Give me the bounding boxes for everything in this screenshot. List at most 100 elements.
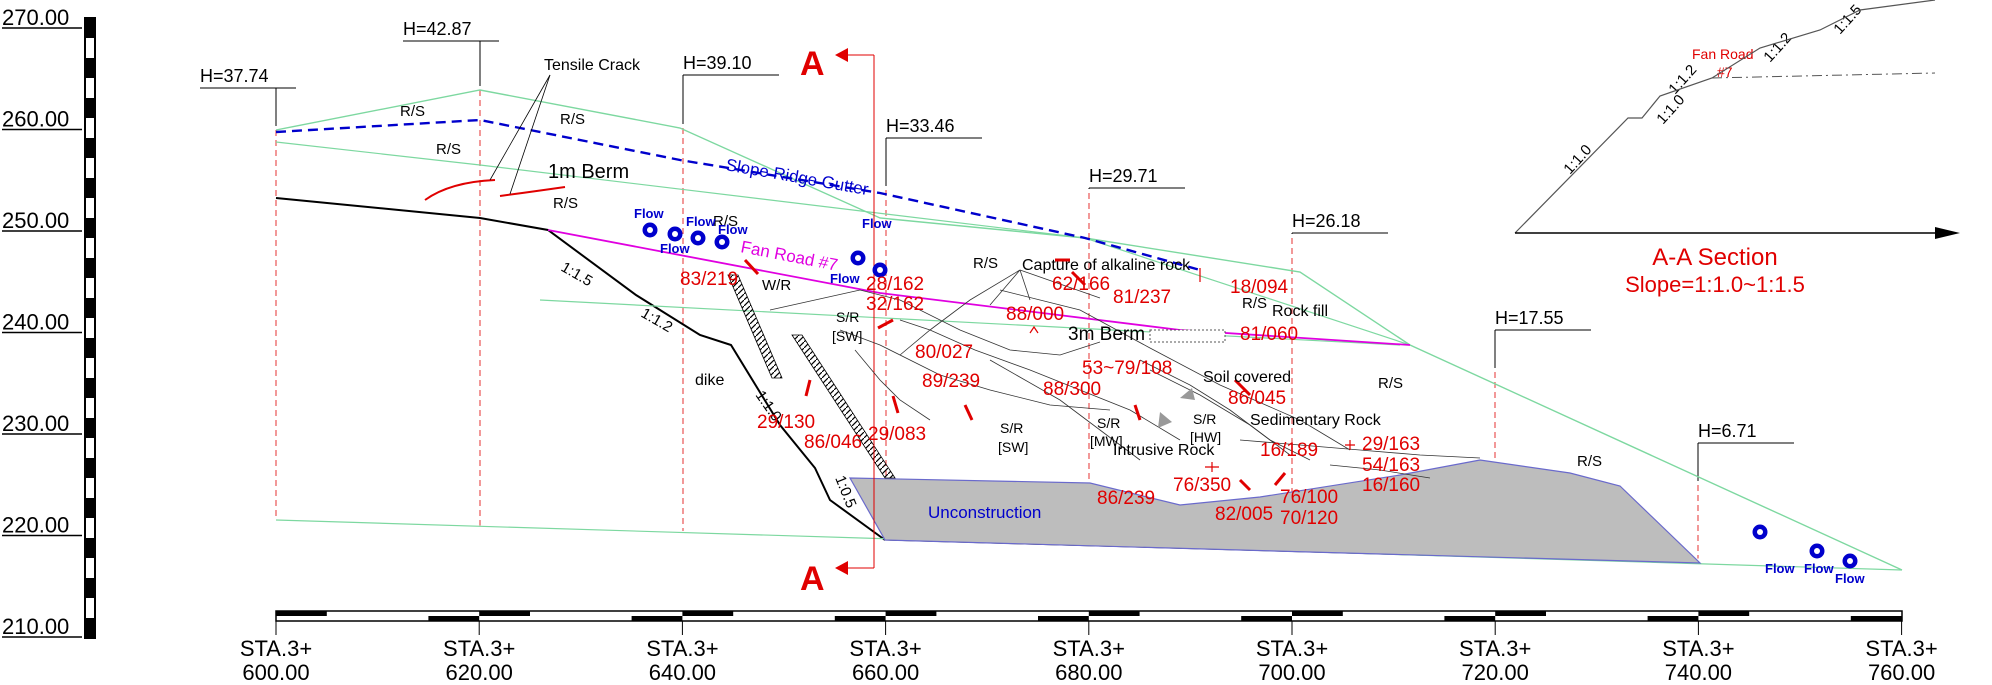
rs-label: R/S xyxy=(713,213,738,230)
rock-class-label: S/R xyxy=(1097,415,1120,431)
joint-label: 86/046 xyxy=(804,432,862,453)
flow-marker-core xyxy=(672,231,678,237)
flow-marker-core xyxy=(1847,558,1853,564)
wr-label: W/R xyxy=(762,277,791,294)
ruler-block xyxy=(1495,611,1546,616)
joint-label: 89/239 xyxy=(922,371,980,392)
ruler-block xyxy=(1698,611,1750,616)
flow-marker-core xyxy=(1814,548,1820,554)
station-label: STA.3+ xyxy=(1053,636,1125,661)
inset-ratio-label: 1:1.5 xyxy=(1830,1,1865,37)
green-mid-line xyxy=(539,299,1401,346)
joint-label: 81/237 xyxy=(1113,287,1171,308)
joint-label: 54/163 xyxy=(1362,455,1420,476)
joint-label: 86/239 xyxy=(1097,488,1155,509)
ruler-block xyxy=(479,611,530,616)
flow-label: Flow xyxy=(862,216,892,231)
rs-label: R/S xyxy=(1242,295,1267,312)
station-ruler: STA.3+ 600.00 STA.3+ 620.00 STA.3+ 640.00 STA.… xyxy=(240,610,1938,685)
joint-label: 70/120 xyxy=(1280,508,1338,529)
ruler-block xyxy=(85,338,95,358)
joint-label: 53~79/108 xyxy=(1082,358,1172,379)
ruler-block xyxy=(85,578,95,598)
station-label: 620.00 xyxy=(446,660,513,685)
soil-arrows xyxy=(1158,388,1195,428)
flow-marker-core xyxy=(647,227,653,233)
ruler-block xyxy=(85,218,95,238)
flow-label: Flow xyxy=(830,271,860,286)
joint-label: 76/100 xyxy=(1280,487,1338,508)
station-label: 720.00 xyxy=(1462,660,1529,685)
joint-label: 80/027 xyxy=(915,342,973,363)
ruler-block xyxy=(885,611,937,616)
berm-1m-label: 1m Berm xyxy=(548,161,629,183)
rs-label: R/S xyxy=(553,195,578,212)
ruler-block xyxy=(85,58,95,78)
elevation-label: 240.00 xyxy=(2,310,69,335)
elevation-ruler: 270.00 260.00 250.00 240.00 230.00 220.00 210.… xyxy=(2,5,96,639)
inset-fan-road-label: Fan Road xyxy=(1692,46,1753,62)
station-label: 660.00 xyxy=(852,660,919,685)
section-a-bottom: A xyxy=(800,560,825,598)
upper-green-line xyxy=(275,141,1411,346)
station-label: 640.00 xyxy=(649,660,716,685)
inset-section xyxy=(1514,0,1960,239)
fan-road-line xyxy=(547,229,1411,346)
station-label: STA.3+ xyxy=(1256,636,1328,661)
ruler-block xyxy=(1292,611,1343,616)
inset-ratio-label: 1:1.2 xyxy=(1760,29,1795,65)
flow-marker-core xyxy=(1757,529,1763,535)
station-label: 600.00 xyxy=(242,660,309,685)
rs-label: R/S xyxy=(973,255,998,272)
height-markers: H=37.74 H=42.87 H=39.10 H=33.46 H=29.71 H=26.… xyxy=(200,19,1794,559)
slope-ratio-label: 1:1.5 xyxy=(558,259,595,290)
height-label: H=17.55 xyxy=(1495,308,1564,328)
height-label: H=42.87 xyxy=(403,19,472,39)
joint-label: 62/166 xyxy=(1052,274,1110,295)
ground-lines xyxy=(275,89,1903,571)
elevation-label: 250.00 xyxy=(2,208,69,233)
joint-label: 76/350 xyxy=(1173,475,1231,496)
dike-label: dike xyxy=(695,372,724,389)
station-label: STA.3+ xyxy=(1865,636,1937,661)
ruler-block xyxy=(428,616,480,621)
ruler-block xyxy=(276,611,327,616)
section-a-top: A xyxy=(800,45,825,83)
rs-label: R/S xyxy=(400,103,425,120)
joint-label: 86/045 xyxy=(1228,388,1286,409)
soil-covered-label: Soil covered xyxy=(1203,369,1291,386)
sedimentary-rock-label: Sedimentary Rock xyxy=(1250,412,1382,429)
rock-fill-pattern xyxy=(1149,329,1226,343)
station-label: STA.3+ xyxy=(1662,636,1734,661)
rock-class-label: [SW] xyxy=(998,439,1028,455)
dike-bands xyxy=(727,274,896,479)
station-label: 680.00 xyxy=(1055,660,1122,685)
joint-label: 82/005 xyxy=(1215,504,1273,525)
ruler-block xyxy=(85,258,95,278)
berm-3m-label: 3m Berm xyxy=(1068,324,1145,345)
rs-label: R/S xyxy=(560,111,585,128)
rock-class-label: S/R xyxy=(836,309,859,325)
elevation-label: 210.00 xyxy=(2,614,69,639)
elevation-label: 260.00 xyxy=(2,107,69,132)
ruler-block xyxy=(85,18,95,38)
joint-label: 16/160 xyxy=(1362,475,1420,496)
capture-alkaline-label: Capture of alkaline rock xyxy=(1022,257,1191,274)
flow-markers xyxy=(642,222,1858,569)
inset-ratio-label: 1:1.0 xyxy=(1560,141,1595,177)
slope-ratio-label: 1:1.2 xyxy=(638,305,675,336)
ruler-block xyxy=(85,498,95,518)
tensile-crack-lines xyxy=(424,74,566,201)
station-label: 740.00 xyxy=(1665,660,1732,685)
joint-label: 88/300 xyxy=(1043,379,1101,400)
joint-label: 29/083 xyxy=(868,424,926,445)
rock-class-label: [SW] xyxy=(832,328,862,344)
rock-class-label: [HW] xyxy=(1190,429,1221,445)
station-label: 760.00 xyxy=(1868,660,1935,685)
joint-label: 83/219 xyxy=(680,269,738,290)
station-label: STA.3+ xyxy=(849,636,921,661)
flow-label: Flow xyxy=(1835,571,1865,586)
flow-label: Flow xyxy=(634,206,664,221)
joint-label: 88/000 xyxy=(1006,304,1064,325)
rs-label: R/S xyxy=(1577,453,1602,470)
